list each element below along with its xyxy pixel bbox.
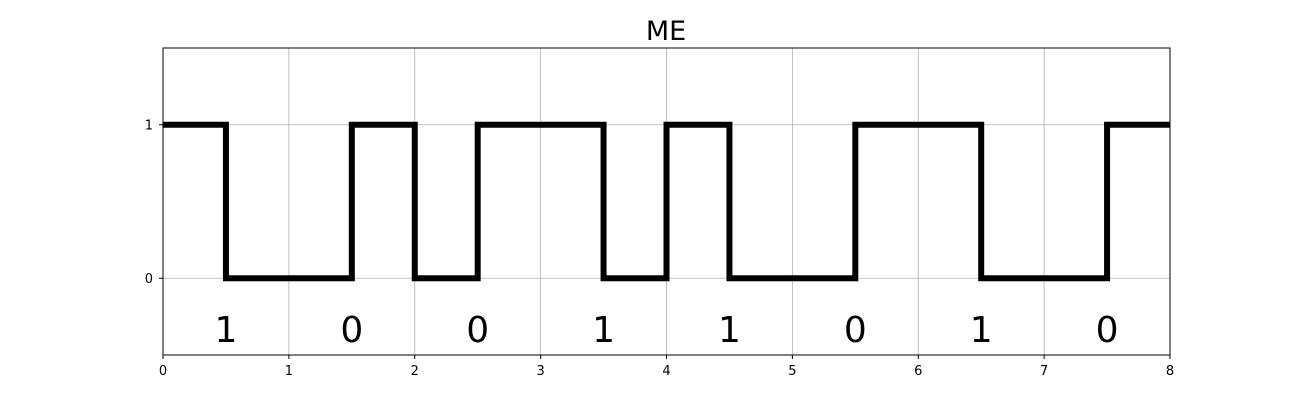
x-tick-label-6: 6 [914,364,922,379]
bit-label-0: 1 [214,310,237,351]
bit-label-1: 0 [340,310,363,351]
bit-labels: 1 0 0 1 1 0 1 0 [214,310,1118,351]
series [163,121,1170,282]
x-tick-label-8: 8 [1166,364,1174,379]
ticks: 0 1 2 3 4 5 6 7 8 0 1 [145,118,1174,379]
bit-label-4: 1 [718,310,741,351]
x-tick-label-3: 3 [536,364,544,379]
x-tick-label-2: 2 [411,364,419,379]
x-tick-label-4: 4 [662,364,670,379]
bit-label-5: 0 [844,310,867,351]
y-tick-label-1: 1 [145,118,153,133]
chart-title: ME [646,16,686,47]
series-line-0 [163,121,1170,282]
x-tick-label-0: 0 [159,364,167,379]
x-tick-label-1: 1 [285,364,293,379]
x-tick-label-5: 5 [788,364,796,379]
y-tick-label-0: 0 [145,272,153,287]
bit-label-3: 1 [592,310,615,351]
bit-label-2: 0 [466,310,489,351]
bit-label-6: 1 [970,310,993,351]
x-tick-label-7: 7 [1040,364,1048,379]
bit-label-7: 0 [1096,310,1119,351]
